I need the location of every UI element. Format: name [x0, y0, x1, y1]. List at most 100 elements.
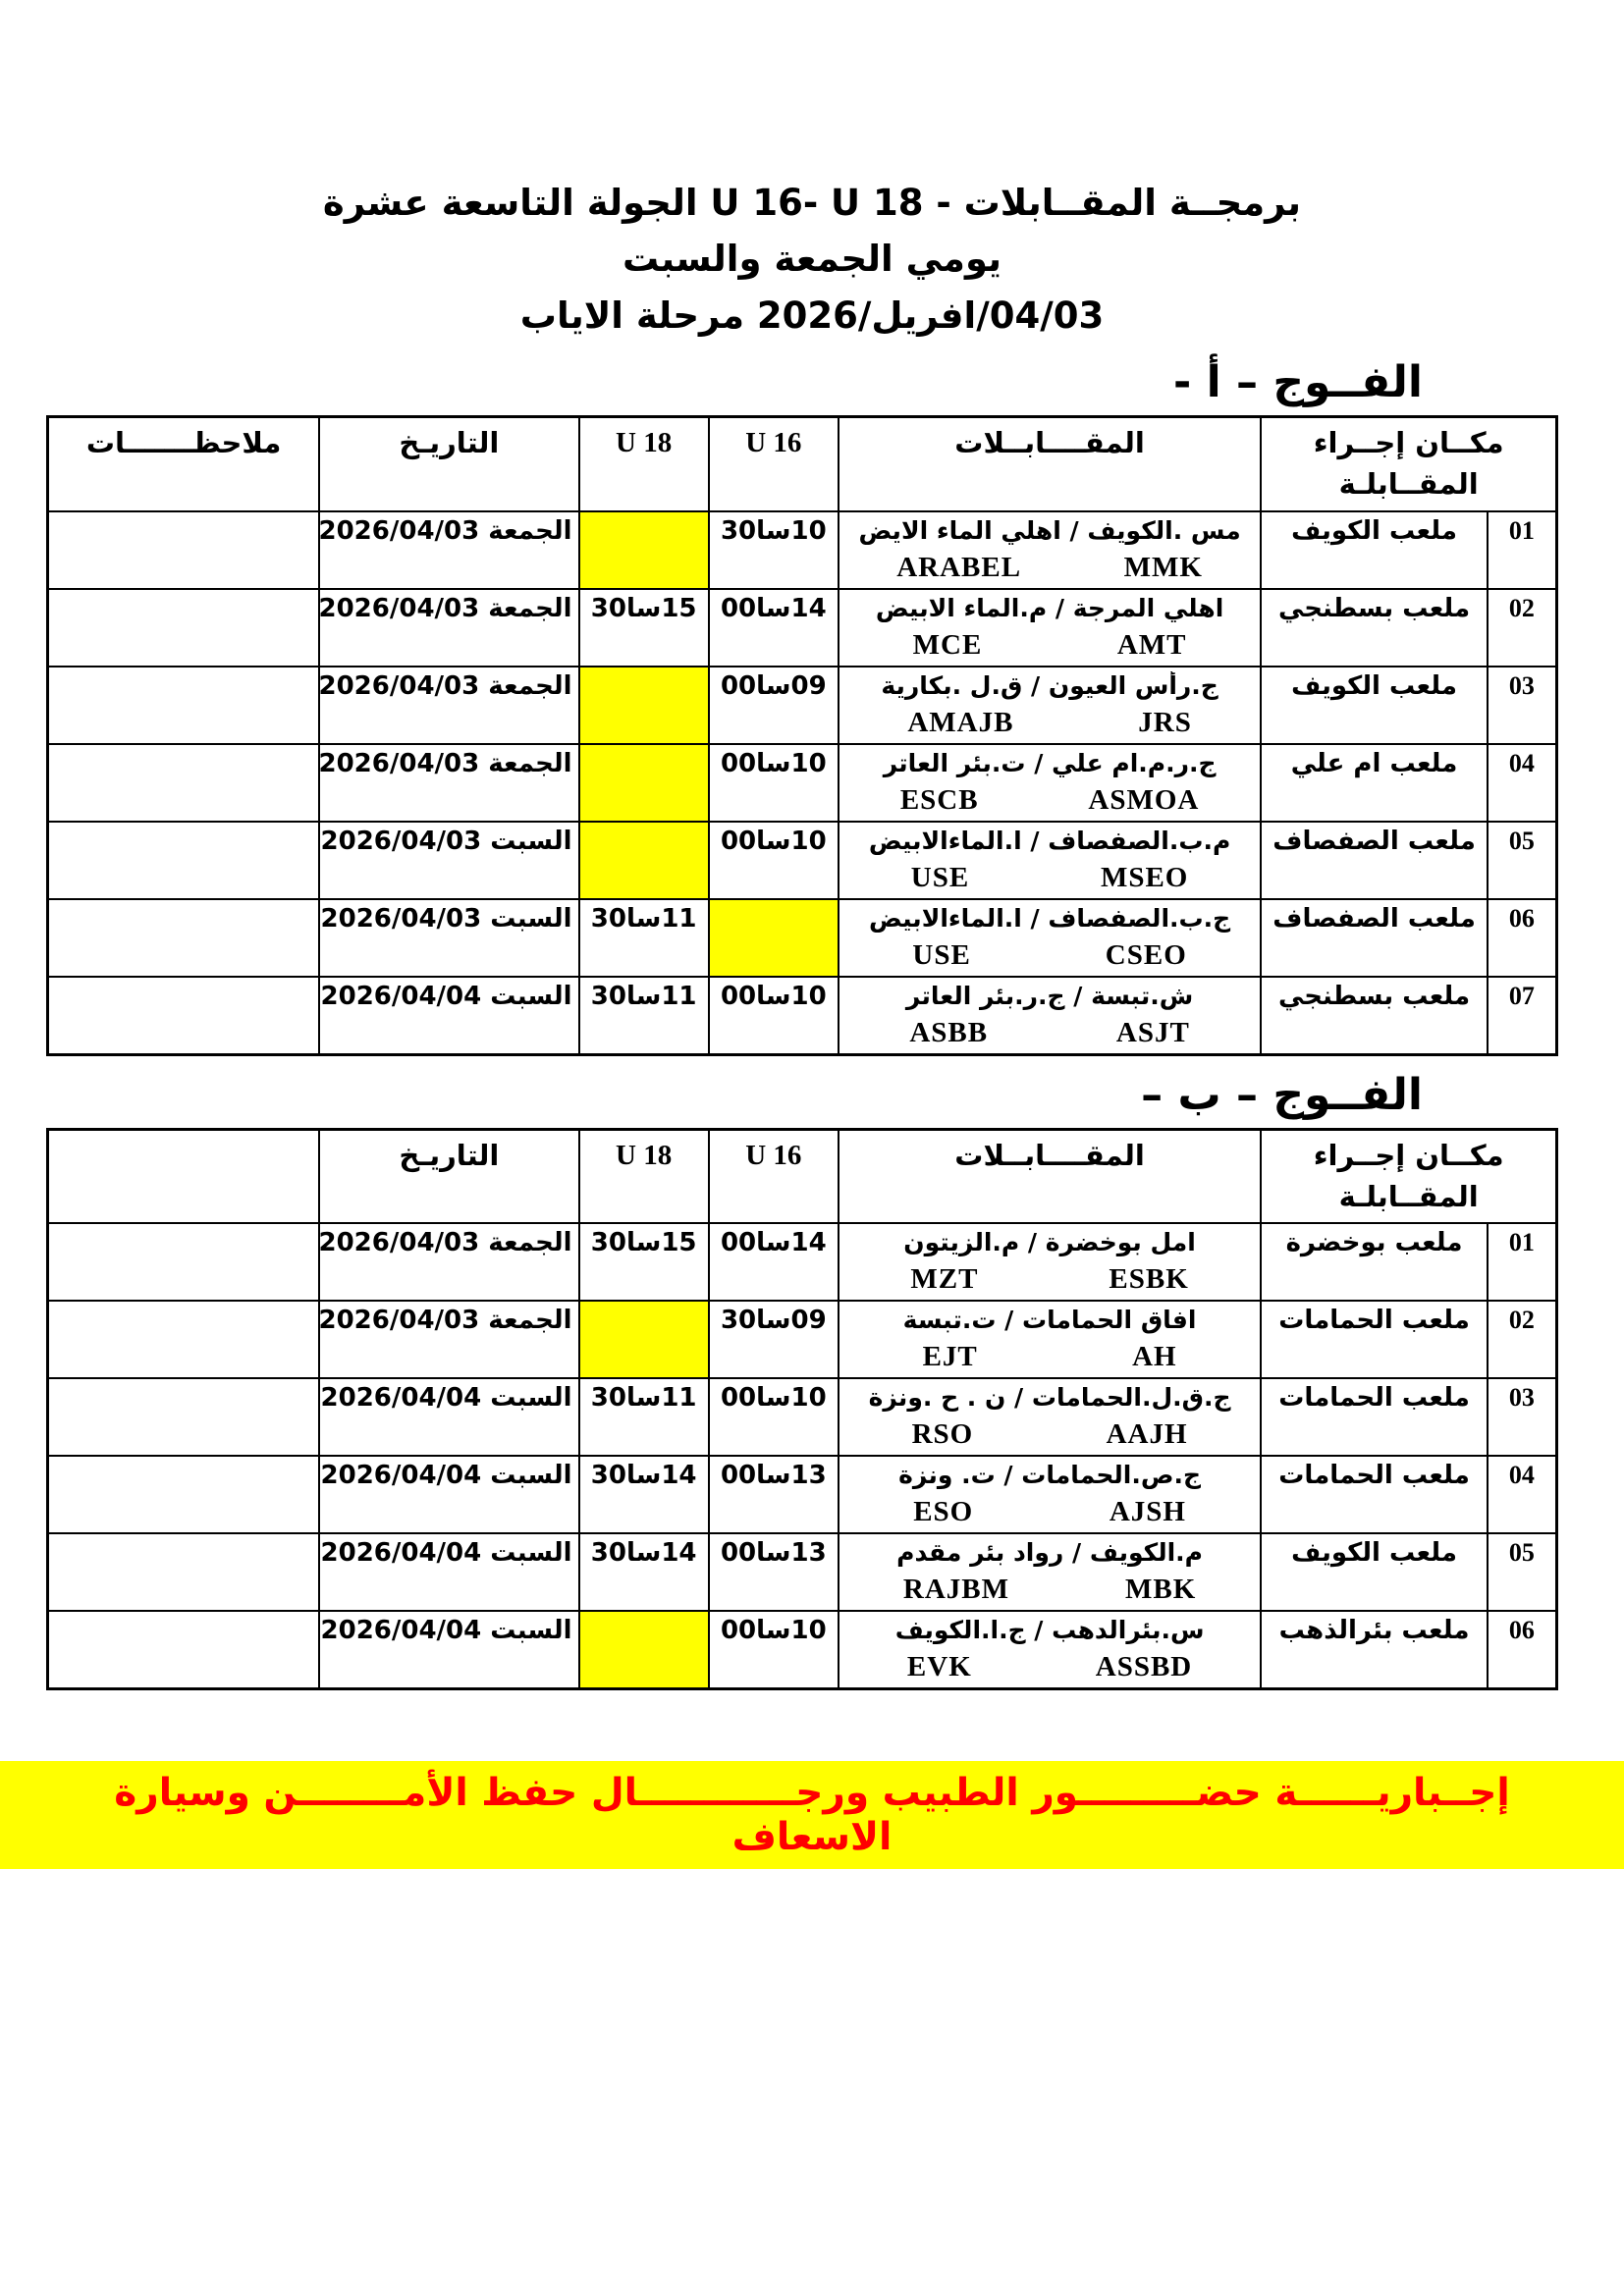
header-row: مكــان إجــراء المقــابلـة المقــــابــل…: [46, 415, 1558, 512]
abbr-right: CSEO: [1105, 938, 1187, 971]
u18-time-cell: [577, 820, 710, 900]
u18-time-cell: [577, 1300, 710, 1380]
u16-time-cell: 10سا00: [707, 820, 839, 900]
match-cell: م.ب.الصفصاف / ا.الماءالابيض USE MSEO: [837, 820, 1263, 900]
match-row: 06 ملعب بئرالذهب س.بئرالدهب / ج.ا.الكويف…: [46, 1610, 1558, 1690]
team-abbreviations: USE CSEO: [845, 939, 1254, 972]
teams-line: س.بئرالدهب / ج.ا.الكويف: [894, 1616, 1205, 1645]
abbr-left: ARABEL: [896, 551, 1022, 583]
match-cell: ج.ق.ل.الحمامات / ن . ح .ونزة RSO AAJH: [837, 1377, 1263, 1458]
abbr-left: ESCB: [899, 783, 979, 816]
venue-cell: ملعب الصفصاف: [1260, 897, 1489, 978]
notes-cell: [46, 509, 321, 590]
title-line-2: يومي الجمعة والسبت: [622, 238, 1002, 281]
abbr-left: MCE: [912, 628, 983, 661]
u16-time-cell: 10سا00: [707, 975, 839, 1056]
row-number: 02: [1486, 1300, 1558, 1380]
u18-time-cell: 14سا30: [577, 1532, 710, 1613]
team-abbreviations: ESCB ASMOA: [845, 784, 1254, 817]
col-header-date: التاريـخ: [318, 1128, 580, 1225]
team-abbreviations: USE MSEO: [845, 862, 1254, 894]
match-row: 05 ملعب الكويف م.الكويف / رواد بئر مقدم …: [46, 1532, 1558, 1613]
u18-time-cell: [577, 742, 710, 823]
match-row: 05 ملعب الصفصاف م.ب.الصفصاف / ا.الماءالا…: [46, 820, 1558, 900]
teams-line: ج.ب.الصفصاف / ا.الماءالابيض: [869, 903, 1231, 933]
match-cell: ج.رأس العيون / ق.ل .بكارية AMAJB JRS: [837, 665, 1263, 745]
teams-line: اهلي المرجة / م.الماء الابيض: [875, 593, 1224, 622]
u18-time-cell: 11سا30: [577, 897, 710, 978]
team-abbreviations: ASBB ASJT: [845, 1017, 1254, 1049]
match-cell: ج.ص.الحمامات / ت. ونزة ESO AJSH: [837, 1455, 1263, 1535]
u16-time-cell: 09سا00: [707, 665, 839, 745]
match-cell: م.الكويف / رواد بئر مقدم RAJBM MBK: [837, 1532, 1263, 1613]
date-cell: الجمعة 2026/04/03: [318, 1222, 580, 1303]
abbr-left: MZT: [910, 1263, 979, 1296]
match-cell: افاق الحمامات / ت.تبسة EJT AH: [837, 1300, 1263, 1380]
abbr-right: AMT: [1116, 628, 1187, 661]
teams-line: ج.ق.ل.الحمامات / ن . ح .ونزة: [868, 1383, 1231, 1413]
teams-line: م.ب.الصفصاف / ا.الماءالابيض: [868, 826, 1231, 855]
row-number: 06: [1486, 897, 1558, 978]
row-number: 05: [1486, 820, 1558, 900]
abbr-right: MBK: [1124, 1574, 1197, 1606]
match-row: 03 ملعب الحمامات ج.ق.ل.الحمامات / ن . ح …: [46, 1377, 1558, 1458]
match-cell: ش.تبسة / ج.ر.بئر العاتر ASBB ASJT: [837, 975, 1263, 1056]
row-number: 03: [1486, 665, 1558, 745]
match-row: 07 ملعب بسطنجي ش.تبسة / ج.ر.بئر العاتر A…: [46, 975, 1558, 1056]
group-section: الفــوج – أ - مكــان إجــراء المقــابلـة…: [0, 357, 1624, 1056]
notes-cell: [46, 1222, 321, 1303]
row-number: 03: [1486, 1377, 1558, 1458]
match-cell: مس .الكويف / اهلي الماء الايض ARABEL MMK: [837, 509, 1263, 590]
group-title: الفــوج – ب –: [1141, 1069, 1423, 1120]
abbr-right: ASSBD: [1095, 1651, 1193, 1683]
teams-line: م.الكويف / رواد بئر مقدم: [896, 1538, 1203, 1568]
col-header-date: التاريـخ: [318, 415, 580, 512]
team-abbreviations: EVK ASSBD: [845, 1651, 1254, 1683]
u18-time-cell: 15سا30: [577, 587, 710, 667]
row-number: 06: [1486, 1610, 1558, 1690]
abbr-left: AMAJB: [907, 706, 1014, 738]
abbr-left: USE: [912, 938, 971, 971]
abbr-left: EVK: [906, 1651, 972, 1683]
venue-cell: ملعب الحمامات: [1260, 1300, 1489, 1380]
venue-cell: ملعب بئرالذهب: [1260, 1610, 1489, 1690]
notes-cell: [46, 975, 321, 1056]
u18-time-cell: 15سا30: [577, 1222, 710, 1303]
u16-time-cell: 09سا30: [707, 1300, 839, 1380]
abbr-right: AH: [1132, 1341, 1177, 1373]
groups-container: الفــوج – أ - مكــان إجــراء المقــابلـة…: [0, 357, 1624, 1691]
group-title: الفــوج – أ -: [1173, 357, 1423, 408]
footer-notice-row: إجــباريــــــة حضـــــــــور الطبيب ورج…: [0, 1761, 1624, 1870]
team-abbreviations: ESO AJSH: [845, 1496, 1254, 1528]
col-header-matches: المقــــابــلات: [837, 415, 1263, 512]
teams-line: ج.ر.م.ام علي / ت.بئر العاتر: [883, 748, 1217, 777]
venue-cell: ملعب الكويف: [1260, 1532, 1489, 1613]
teams-line: ج.ص.الحمامات / ت. ونزة: [898, 1461, 1202, 1490]
teams-line: ج.رأس العيون / ق.ل .بكارية: [881, 670, 1218, 700]
teams-line: افاق الحمامات / ت.تبسة: [902, 1306, 1197, 1335]
abbr-left: ESO: [913, 1496, 974, 1528]
abbr-right: AAJH: [1106, 1418, 1188, 1451]
notes-cell: [46, 820, 321, 900]
u18-time-cell: 11سا30: [577, 1377, 710, 1458]
notes-cell: [46, 1532, 321, 1613]
match-row: 02 ملعب الحمامات افاق الحمامات / ت.تبسة …: [46, 1300, 1558, 1380]
notes-cell: [46, 665, 321, 745]
title-line-1: برمجــة المقــابلات - U 16- U 18 الجولة …: [322, 182, 1302, 224]
match-cell: س.بئرالدهب / ج.ا.الكويف EVK ASSBD: [837, 1610, 1263, 1690]
abbr-right: MSEO: [1100, 861, 1189, 893]
u16-time-cell: 10سا00: [707, 1377, 839, 1458]
venue-cell: ملعب الحمامات: [1260, 1455, 1489, 1535]
teams-line: مس .الكويف / اهلي الماء الايض: [858, 515, 1241, 545]
schedule-table: مكــان إجــراء المقــابلـة المقــــابــل…: [46, 415, 1558, 1056]
title-line-3: 04/03/افريل/2026 مرحلة الاياب: [519, 294, 1105, 337]
match-row: 04 ملعب ام علي ج.ر.م.ام علي / ت.بئر العا…: [46, 742, 1558, 823]
row-number: 07: [1486, 975, 1558, 1056]
teams-line: ش.تبسة / ج.ر.بئر العاتر: [905, 981, 1194, 1010]
abbr-right: ASMOA: [1088, 783, 1200, 816]
row-number: 04: [1486, 742, 1558, 823]
abbr-right: JRS: [1138, 706, 1192, 738]
abbr-left: RSO: [911, 1418, 974, 1451]
match-row: 01 ملعب الكويف مس .الكويف / اهلي الماء ا…: [46, 509, 1558, 590]
